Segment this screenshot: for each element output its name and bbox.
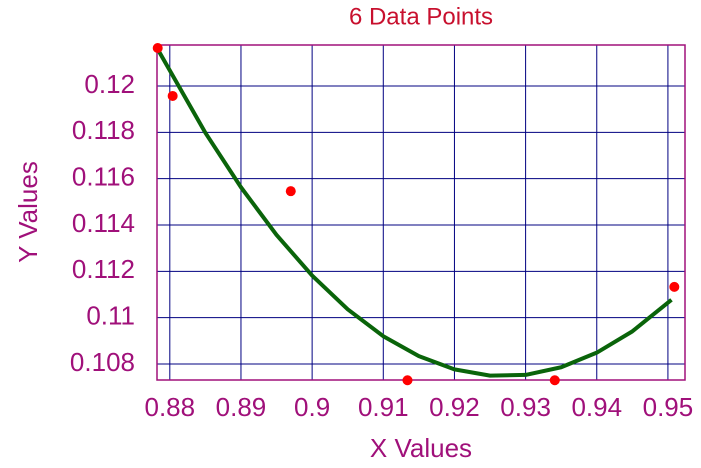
x-tick-label: 0.88 (145, 392, 196, 422)
x-axis-label: X Values (370, 433, 472, 463)
y-tick-label: 0.112 (72, 254, 135, 284)
y-tick-label: 0.108 (70, 347, 135, 377)
fit-curve (157, 50, 673, 378)
data-point (285, 186, 296, 197)
data-point (669, 281, 680, 292)
y-tick-label: 0.11 (86, 301, 135, 331)
y-tick-label: 0.114 (72, 208, 135, 238)
y-tick-label: 0.12 (84, 69, 135, 99)
data-point (152, 43, 163, 54)
x-tick-label: 0.9 (294, 392, 330, 422)
x-tick-label: 0.91 (358, 392, 409, 422)
x-tick-label: 0.94 (571, 392, 622, 422)
data-point (402, 375, 413, 386)
x-tick-label: 0.93 (500, 392, 551, 422)
x-tick-label: 0.95 (643, 392, 694, 422)
chart-title: 6 Data Points (349, 3, 493, 30)
y-axis-label: Y Values (13, 161, 43, 263)
plot-frame (156, 44, 686, 381)
data-point (549, 375, 560, 386)
x-tick-label: 0.89 (216, 392, 267, 422)
x-tick-label: 0.92 (429, 392, 480, 422)
y-tick-label: 0.116 (72, 162, 135, 192)
y-tick-label: 0.118 (72, 115, 135, 145)
data-point (167, 90, 178, 101)
